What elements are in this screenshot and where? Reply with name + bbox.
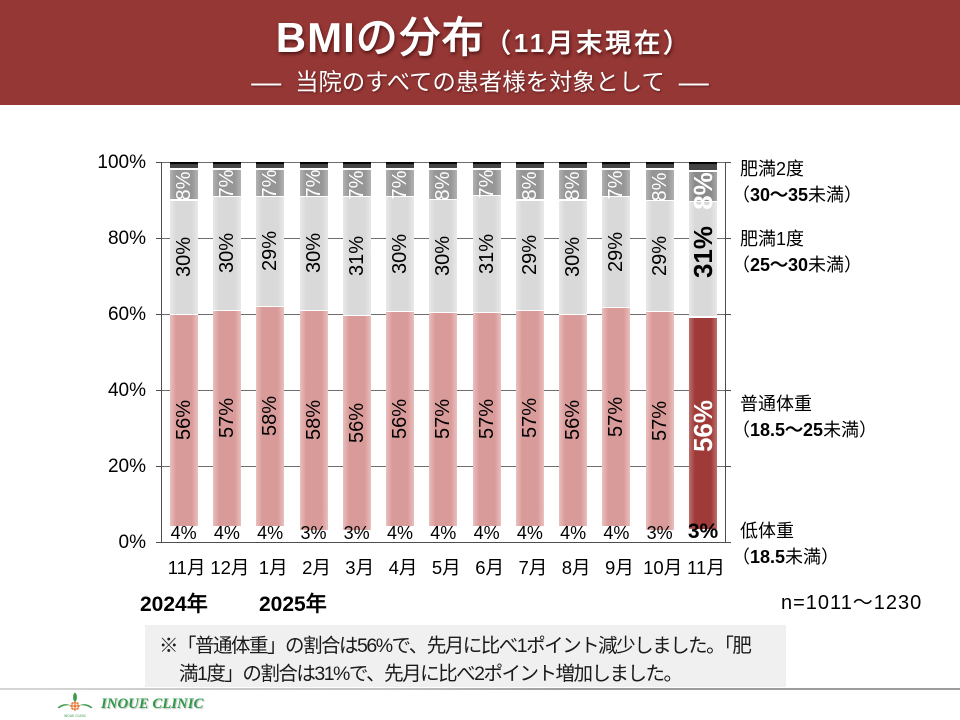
svg-text:INOUE CLINIC: INOUE CLINIC [64,714,87,718]
